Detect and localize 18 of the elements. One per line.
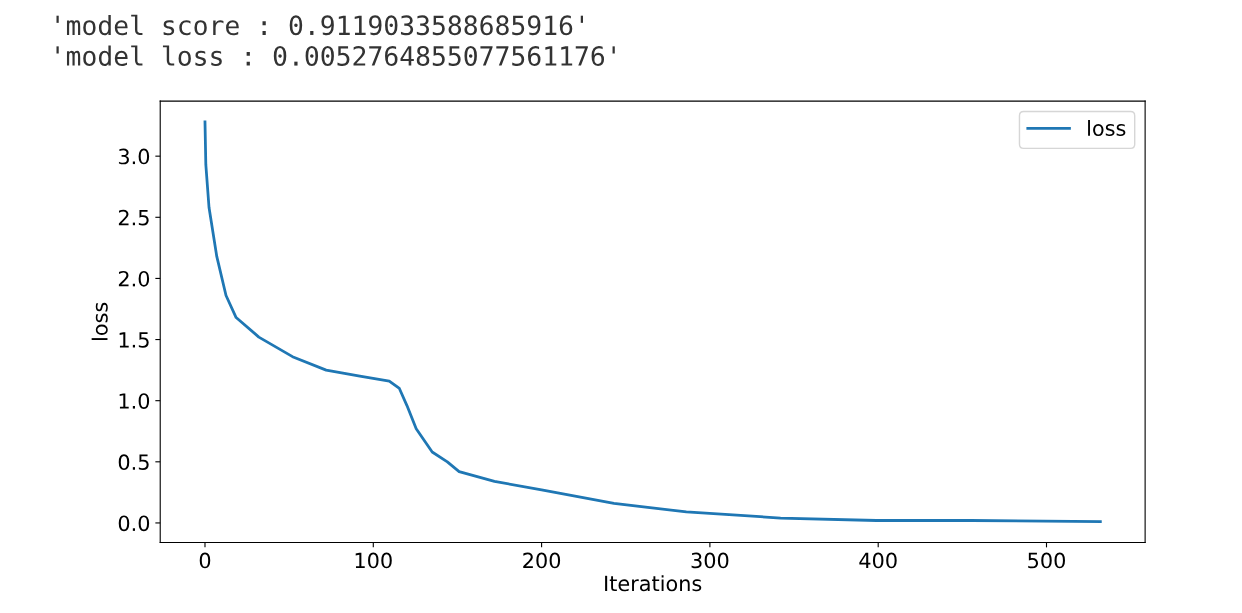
- y-tick-label: 0.5: [118, 454, 149, 471]
- x-tick-label: 300: [691, 552, 729, 569]
- y-tick-label: 1.0: [119, 393, 150, 409]
- text: 'model loss : 0.0052764855077561176': [56, 45, 615, 66]
- x-axis-title: Iterations: [605, 575, 702, 592]
- y-tick-label: 0.0: [118, 515, 150, 532]
- legend-label: loss: [1088, 119, 1126, 137]
- x-tick-label: 200: [523, 552, 561, 569]
- x-tick-label: 400: [859, 552, 897, 569]
- text: 'model score : 0.9119033588685916': [56, 14, 584, 36]
- x-tick-label: 0: [199, 552, 211, 569]
- y-tick-label: 2.5: [118, 209, 149, 226]
- y-tick-label: 2.0: [118, 270, 150, 287]
- y-tick-label: 3.0: [118, 148, 150, 165]
- x-tick-label: 100: [355, 552, 392, 569]
- y-tick-label: 1.5: [119, 332, 149, 348]
- y-axis-title: loss: [91, 302, 108, 340]
- x-tick-label: 500: [1028, 552, 1065, 569]
